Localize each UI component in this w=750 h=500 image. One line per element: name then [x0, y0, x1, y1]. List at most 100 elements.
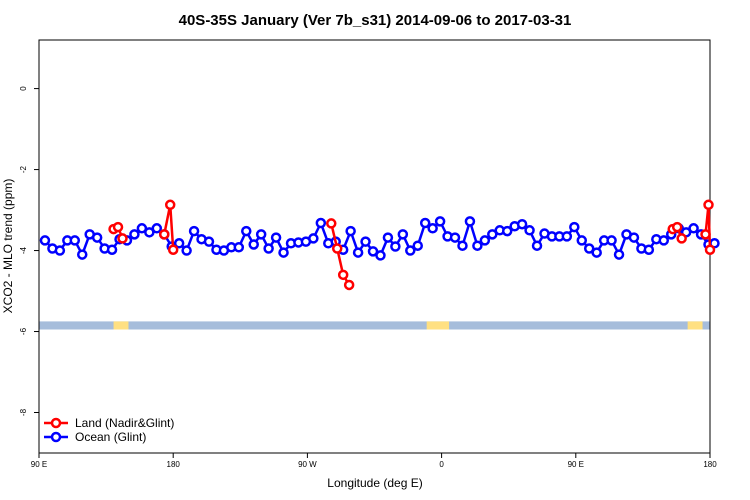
- land-series-line: [330, 223, 351, 286]
- ocean-point: [576, 235, 588, 246]
- ocean-point: [412, 240, 423, 251]
- ocean-point: [524, 225, 535, 236]
- ocean-point: [561, 231, 573, 242]
- land-patch: [426, 321, 450, 330]
- ocean-band: [39, 321, 710, 330]
- land-point: [343, 279, 355, 291]
- y-tick-label: -6: [19, 327, 28, 335]
- land-point: [326, 218, 337, 229]
- y-axis: 0 -2 -4 -6 -8: [19, 86, 39, 416]
- ocean-point: [606, 235, 617, 246]
- ocean-point: [464, 216, 476, 227]
- y-tick-label: 0: [19, 86, 28, 91]
- y-tick-label: -4: [19, 246, 28, 254]
- land-patch: [687, 321, 703, 330]
- x-axis: 90 E 180 90 W 0 90 E 180: [31, 453, 717, 469]
- ocean-point: [479, 235, 491, 246]
- land-point: [704, 244, 716, 255]
- ocean-point: [69, 235, 81, 246]
- ocean-point: [397, 229, 409, 240]
- ocean-point: [658, 235, 670, 246]
- ocean-point: [136, 223, 148, 234]
- ocean-point: [91, 232, 103, 243]
- legend-ocean-label: Ocean (Glint): [75, 430, 146, 444]
- ocean-point: [278, 247, 289, 258]
- x-tick-label: 0: [439, 460, 444, 469]
- land-point: [700, 229, 711, 240]
- legend-land-label: Land (Nadir&Glint): [75, 416, 174, 430]
- land-point: [676, 233, 687, 244]
- ocean-point: [345, 225, 356, 237]
- ocean-point: [203, 236, 215, 247]
- ocean-point: [367, 246, 379, 257]
- legend: Land (Nadir&Glint) Ocean (Glint): [44, 416, 174, 444]
- land-point: [164, 199, 176, 211]
- series-layer: [39, 199, 720, 291]
- land-point: [331, 243, 343, 254]
- land-point: [112, 221, 124, 233]
- ocean-point: [375, 250, 386, 261]
- ocean-point: [54, 245, 66, 256]
- ocean-point: [248, 239, 259, 250]
- ocean-point: [255, 229, 267, 240]
- ocean-point: [233, 242, 245, 253]
- ocean-point: [144, 227, 155, 238]
- ocean-point: [106, 244, 118, 255]
- ocean-point: [360, 236, 371, 247]
- ocean-point: [487, 229, 498, 240]
- ocean-point: [569, 221, 580, 233]
- legend-land-marker: [50, 417, 62, 429]
- ocean-point: [472, 240, 483, 251]
- ocean-point: [76, 249, 88, 260]
- ocean-point: [501, 225, 513, 237]
- ocean-point: [263, 243, 274, 254]
- ocean-point: [688, 223, 699, 234]
- land-point: [167, 244, 179, 255]
- ocean-point: [434, 216, 446, 227]
- land-point: [703, 199, 714, 211]
- ocean-point: [531, 240, 543, 251]
- ocean-point: [151, 223, 163, 234]
- ocean-point: [405, 245, 416, 256]
- ocean-point: [270, 232, 282, 243]
- ocean-point: [382, 232, 394, 243]
- ocean-point: [419, 217, 431, 229]
- land-point: [159, 229, 170, 240]
- chart-title: 40S-35S January (Ver 7b_s31) 2014-09-06 …: [179, 12, 572, 29]
- ocean-point: [39, 235, 51, 246]
- ocean-point: [390, 241, 401, 252]
- ocean-point: [427, 223, 438, 234]
- ocean-point: [643, 244, 655, 255]
- x-axis-label: Longitude (deg E): [327, 476, 422, 490]
- ocean-point: [315, 217, 327, 229]
- x-tick-label: 90 E: [568, 460, 584, 469]
- ocean-point: [583, 243, 595, 254]
- ocean-point: [352, 247, 364, 258]
- ocean-point: [613, 249, 625, 260]
- ocean-point: [457, 240, 468, 251]
- ocean-point: [449, 232, 461, 243]
- x-tick-label: 180: [167, 460, 181, 469]
- ocean-point: [173, 238, 185, 249]
- ocean-point: [241, 225, 252, 237]
- x-tick-label: 90 E: [31, 460, 47, 469]
- ocean-point: [308, 233, 319, 244]
- legend-ocean-marker: [50, 431, 62, 443]
- land-point: [671, 221, 683, 233]
- y-tick-label: -2: [19, 165, 28, 173]
- ocean-point: [188, 225, 200, 237]
- land-patch: [113, 321, 129, 330]
- x-tick-label: 180: [703, 460, 717, 469]
- land-point: [337, 269, 349, 281]
- ocean-point: [591, 247, 602, 258]
- y-axis-label: XCO2 - MLO trend (ppm): [1, 179, 15, 314]
- y-tick-label: -8: [19, 408, 28, 416]
- x-tick-label: 90 W: [298, 460, 317, 469]
- ocean-point: [181, 245, 192, 256]
- land-band: [39, 321, 710, 330]
- ocean-point: [628, 232, 640, 243]
- ocean-point: [516, 218, 528, 230]
- land-point: [117, 233, 128, 244]
- ocean-point: [129, 229, 140, 240]
